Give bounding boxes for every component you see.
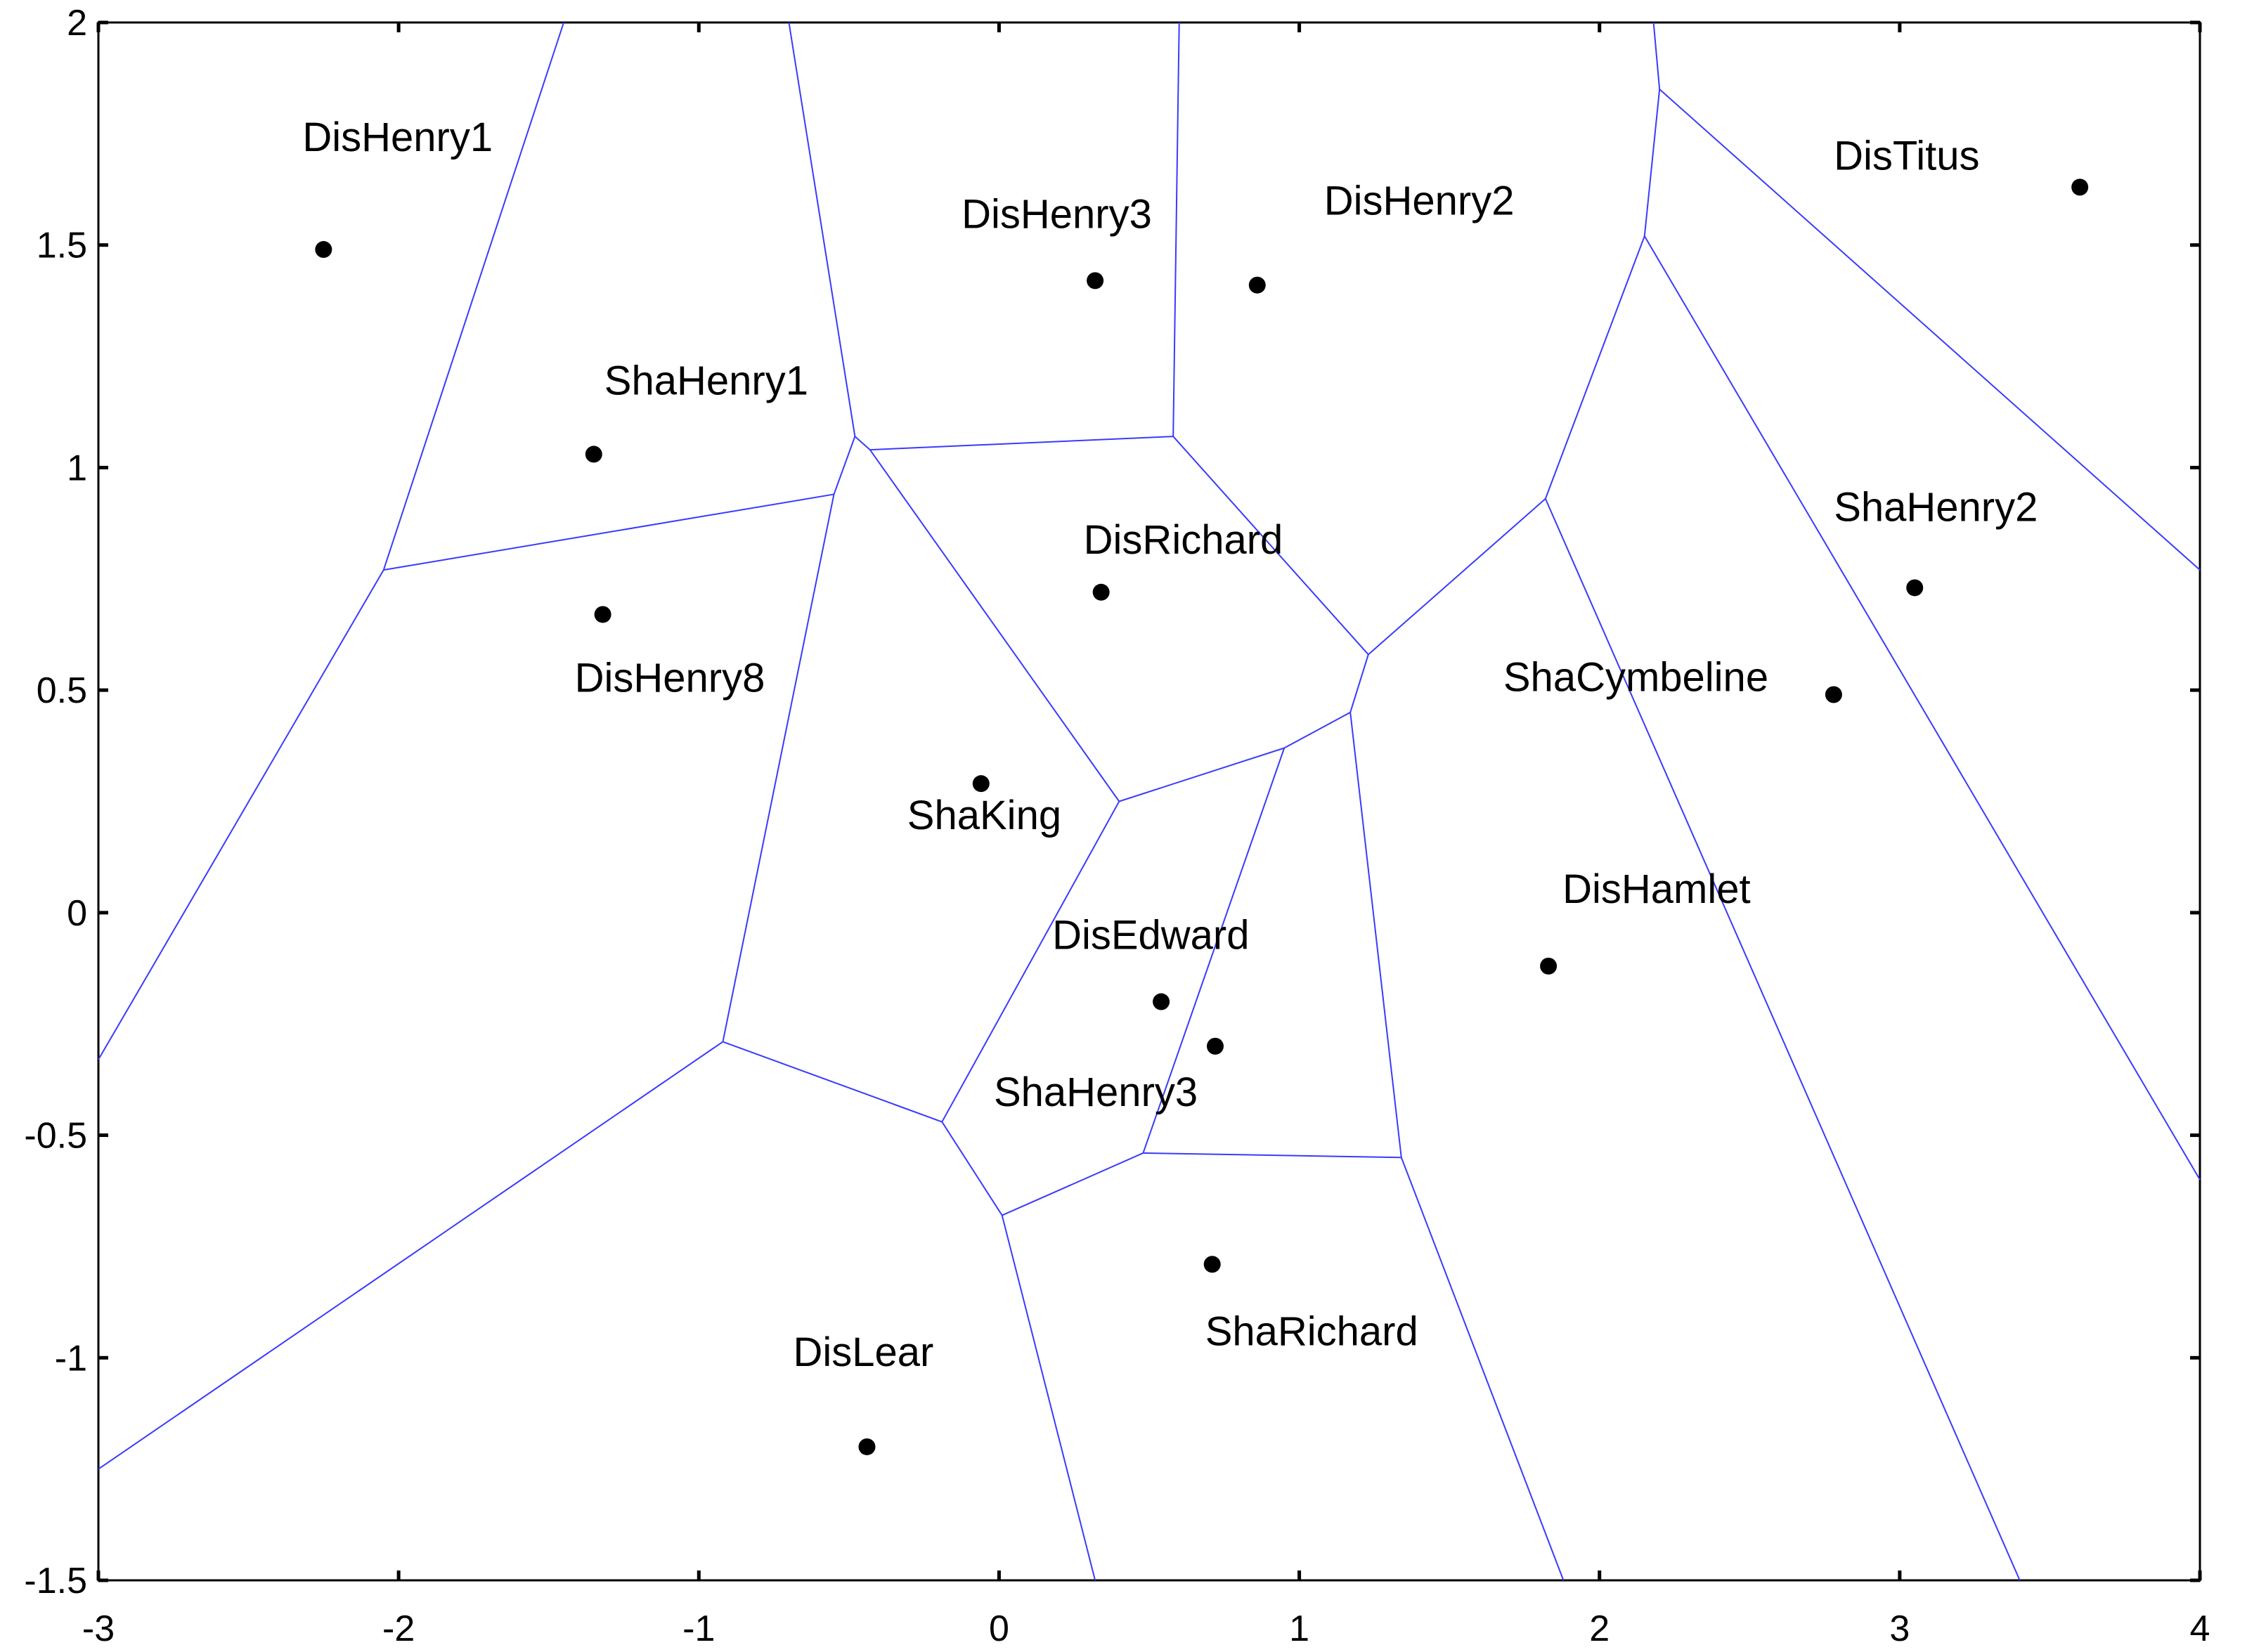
voronoi-edge-22 — [723, 1041, 943, 1123]
y-axis-tick-labels: -1.5 -1 -0.5 0 0.5 1 1.5 2 — [24, 3, 87, 1601]
y-tick-label: 0.5 — [37, 670, 87, 711]
x-tick-label: -1 — [682, 1608, 715, 1649]
point-label-DisRichard: DisRichard — [1084, 517, 1283, 563]
point-DisTitus — [2071, 178, 2089, 196]
x-axis-tick-labels: -3 -2 -1 0 1 2 3 4 — [82, 1608, 2210, 1649]
point-label-ShaHenry1: ShaHenry1 — [604, 358, 808, 403]
voronoi-edge-17 — [1283, 711, 1351, 749]
point-DisLear — [858, 1438, 876, 1455]
point-label-DisEdward: DisEdward — [1052, 913, 1249, 958]
y-tick-label: 1.5 — [37, 226, 87, 266]
voronoi-edge-13 — [1659, 89, 2201, 571]
point-label-DisLear: DisLear — [793, 1329, 933, 1375]
voronoi-edge-21 — [722, 494, 835, 1042]
point-ShaRichard — [1203, 1256, 1221, 1273]
voronoi-edge-27 — [1143, 1152, 1401, 1159]
point-labels: DisHenry1 ShaHenry1 DisHenry8 DisHenry3 DisH… — [302, 115, 2038, 1375]
axis-ticks — [96, 20, 2202, 1582]
voronoi-edge-14 — [1643, 235, 2201, 1181]
voronoi-edge-7 — [1172, 22, 1180, 437]
voronoi-edges — [98, 22, 2201, 1581]
y-tick-label: 1 — [67, 448, 87, 488]
x-tick-label: 3 — [1889, 1608, 1910, 1649]
voronoi-edge-23 — [98, 1041, 724, 1470]
x-tick-label: 4 — [2190, 1608, 2210, 1649]
point-label-DisHamlet: DisHamlet — [1562, 866, 1751, 912]
point-ShaHenry1 — [585, 445, 602, 463]
voronoi-edge-30 — [1001, 1215, 1096, 1581]
voronoi-edge-18 — [1118, 747, 1285, 802]
point-ShaCymbeline — [1825, 686, 1842, 703]
point-ShaHenry3 — [1206, 1037, 1224, 1055]
y-tick-label: -1 — [55, 1338, 87, 1379]
voronoi-edge-5 — [854, 436, 871, 450]
x-tick-label: -3 — [82, 1608, 115, 1649]
voronoi-edge-12 — [1652, 22, 1661, 90]
point-label-ShaKing: ShaKing — [907, 793, 1061, 838]
point-label-DisTitus: DisTitus — [1834, 133, 1979, 178]
point-ShaKing — [972, 775, 990, 793]
voronoi-edge-25 — [1002, 1152, 1144, 1216]
voronoi-edge-9 — [1368, 498, 1546, 656]
voronoi-edge-20 — [941, 801, 1120, 1123]
voronoi-edge-4 — [788, 22, 856, 437]
voronoi-edge-6 — [869, 436, 1174, 451]
voronoi-edge-2 — [383, 493, 834, 571]
point-DisHamlet — [1540, 957, 1558, 975]
plot-frame — [97, 21, 2201, 1582]
y-tick-label: 2 — [67, 3, 87, 44]
voronoi-edge-11 — [1643, 89, 1661, 237]
point-DisHenry2 — [1248, 276, 1266, 294]
point-DisHenry1 — [315, 241, 332, 259]
y-tick-label: -1.5 — [24, 1561, 87, 1601]
point-label-ShaCymbeline: ShaCymbeline — [1503, 654, 1768, 700]
x-tick-label: 0 — [989, 1608, 1009, 1649]
point-label-DisHenry8: DisHenry8 — [575, 655, 765, 701]
point-label-DisHenry1: DisHenry1 — [302, 115, 493, 160]
y-tick-label: 0 — [67, 893, 87, 934]
point-DisRichard — [1092, 583, 1110, 601]
point-DisHenry8 — [594, 606, 611, 623]
x-tick-label: 1 — [1289, 1608, 1309, 1649]
voronoi-edge-0 — [382, 22, 565, 571]
x-tick-label: 2 — [1589, 1608, 1610, 1649]
voronoi-edge-8 — [1172, 436, 1369, 656]
voronoi-edge-16 — [1349, 654, 1369, 713]
point-ShaHenry2 — [1906, 579, 1924, 597]
point-label-DisHenry2: DisHenry2 — [1324, 178, 1515, 224]
point-DisEdward — [1153, 993, 1170, 1010]
voronoi-edge-28 — [1349, 712, 1402, 1158]
voronoi-edge-24 — [941, 1121, 1003, 1216]
voronoi-edge-19 — [869, 449, 1120, 802]
voronoi-edge-26 — [1142, 748, 1286, 1154]
voronoi-edge-1 — [98, 569, 384, 1060]
point-label-ShaHenry3: ShaHenry3 — [994, 1069, 1198, 1115]
voronoi-edge-3 — [833, 436, 856, 495]
x-tick-label: -2 — [382, 1608, 415, 1649]
point-label-ShaRichard: ShaRichard — [1205, 1308, 1418, 1354]
voronoi-edge-10 — [1544, 235, 1645, 500]
point-label-DisHenry3: DisHenry3 — [962, 191, 1152, 237]
voronoi-edge-15 — [1544, 498, 2021, 1581]
y-tick-label: -0.5 — [24, 1116, 87, 1157]
point-label-ShaHenry2: ShaHenry2 — [1834, 484, 2038, 530]
voronoi-edge-29 — [1400, 1157, 1565, 1581]
data-points — [315, 178, 2089, 1455]
point-DisHenry3 — [1087, 272, 1104, 290]
